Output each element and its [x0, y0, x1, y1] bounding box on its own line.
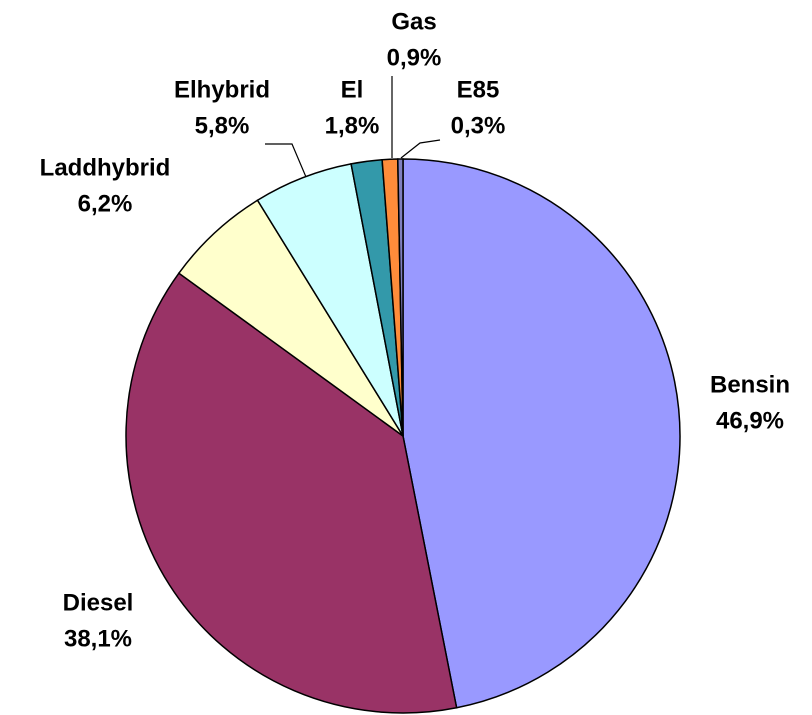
slice-value-label: 5,8% [195, 112, 250, 139]
slice-value-label: 0,3% [451, 112, 506, 139]
slice-label: El [341, 76, 364, 103]
pie-slice [402, 158, 681, 709]
pie-slice [397, 158, 404, 437]
leader-line [265, 143, 307, 178]
slice-label: Gas [391, 8, 436, 35]
slice-value-label: 6,2% [78, 190, 133, 217]
slice-label: Laddhybrid [40, 154, 171, 181]
slice-label: Bensin [710, 371, 790, 398]
slice-label: E85 [457, 76, 500, 103]
pie-slice [125, 272, 458, 714]
slice-value-label: 0,9% [387, 44, 442, 71]
slice-value-label: 46,9% [716, 407, 784, 434]
slice-value-label: 38,1% [64, 625, 132, 652]
slice-label: Elhybrid [174, 76, 270, 103]
slice-label: Diesel [63, 589, 134, 616]
slice-value-label: 1,8% [325, 112, 380, 139]
leader-line [400, 139, 441, 159]
